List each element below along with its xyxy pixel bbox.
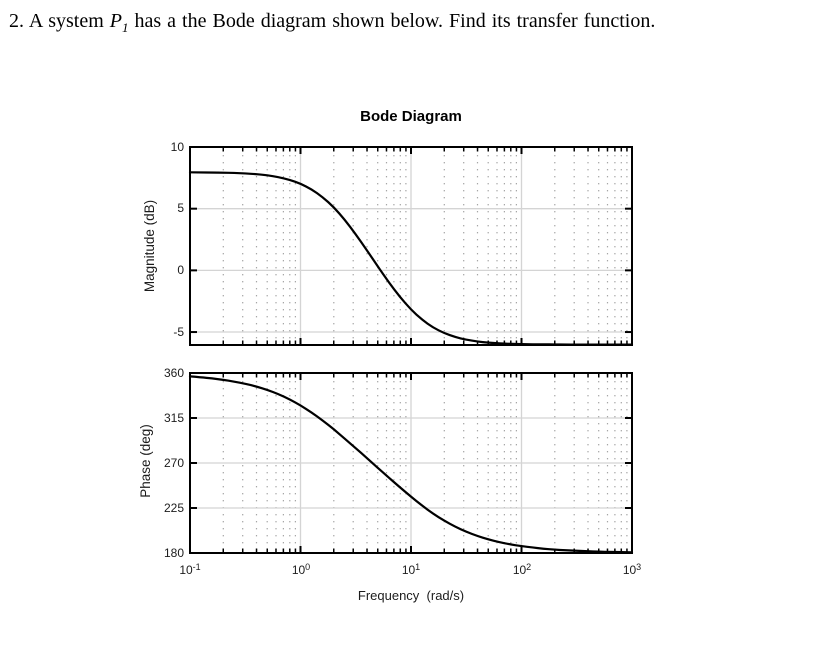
y-tick-label: 0 [177, 263, 184, 277]
frequency-axis-label: Frequency (rad/s) [357, 588, 465, 603]
question-before: A system [24, 10, 110, 32]
x-tick-label: 10-1 [179, 562, 201, 577]
system-symbol-subscript: 1 [122, 20, 129, 35]
chart-title: Bode Diagram [360, 108, 462, 125]
y-tick-label: 5 [177, 201, 184, 215]
question-after: has a the Bode diagram shown below. Find… [128, 10, 656, 32]
y-tick-label: 180 [163, 546, 184, 560]
y-tick-label: 360 [163, 366, 184, 380]
x-tick-label: 103 [622, 562, 642, 577]
x-tick-label: 101 [401, 562, 421, 577]
y-tick-label: 10 [170, 140, 184, 154]
x-tick-label: 100 [291, 562, 311, 577]
y-tick-label: 270 [163, 456, 184, 470]
magnitude-axis-label: Magnitude (dB) [142, 199, 157, 293]
y-tick-label: 225 [163, 501, 184, 515]
question-text: 2. A system P1 has a the Bode diagram sh… [9, 8, 833, 34]
question-number: 2. [9, 10, 24, 32]
x-tick-label: 102 [512, 562, 532, 577]
y-tick-label: 315 [163, 411, 184, 425]
system-symbol-letter: P [109, 10, 123, 32]
y-tick-label: -5 [173, 325, 184, 339]
system-symbol: P1 [109, 10, 129, 35]
